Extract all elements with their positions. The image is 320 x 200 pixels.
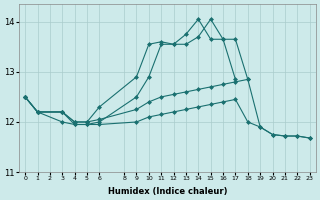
X-axis label: Humidex (Indice chaleur): Humidex (Indice chaleur) [108,187,227,196]
